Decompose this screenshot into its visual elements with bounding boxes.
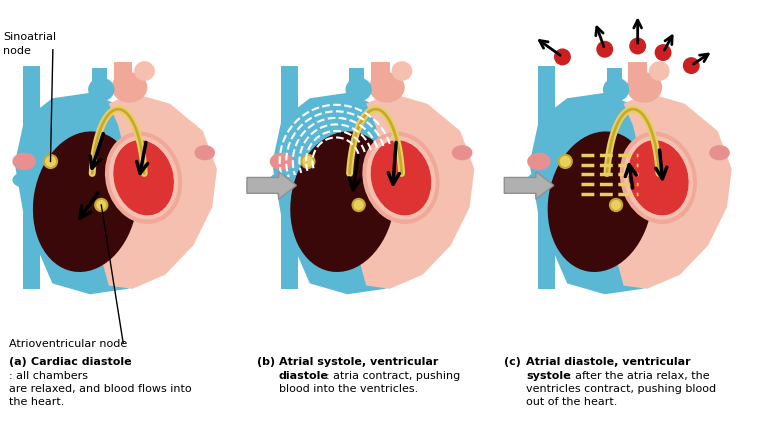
- Circle shape: [629, 37, 646, 54]
- Circle shape: [554, 49, 571, 66]
- FancyArrow shape: [607, 68, 621, 84]
- Circle shape: [596, 41, 613, 58]
- FancyArrow shape: [349, 68, 364, 84]
- Ellipse shape: [88, 78, 114, 102]
- Text: Atrial systole, ventricular: Atrial systole, ventricular: [279, 357, 438, 367]
- Circle shape: [558, 155, 572, 168]
- Text: out of the heart.: out of the heart.: [526, 397, 617, 407]
- FancyArrow shape: [628, 62, 647, 82]
- Text: the heart.: the heart.: [9, 397, 65, 407]
- FancyArrow shape: [23, 213, 40, 289]
- Ellipse shape: [111, 72, 147, 103]
- Text: blood into the ventricles.: blood into the ventricles.: [279, 384, 418, 394]
- Ellipse shape: [392, 61, 412, 81]
- Text: are relaxed, and blood flows into: are relaxed, and blood flows into: [9, 384, 192, 394]
- Ellipse shape: [270, 172, 293, 188]
- Circle shape: [95, 199, 108, 211]
- Ellipse shape: [270, 153, 293, 170]
- Ellipse shape: [603, 78, 629, 102]
- Ellipse shape: [369, 72, 405, 103]
- Text: Cardiac diastole: Cardiac diastole: [31, 357, 132, 367]
- Text: Sinoatrial: Sinoatrial: [3, 32, 57, 42]
- FancyArrow shape: [505, 172, 554, 199]
- Ellipse shape: [709, 145, 730, 160]
- Text: : all chambers: : all chambers: [9, 372, 88, 381]
- Text: node: node: [3, 46, 31, 56]
- FancyArrow shape: [247, 172, 296, 199]
- Ellipse shape: [108, 140, 175, 220]
- Circle shape: [44, 155, 57, 168]
- Text: Atrioventricular node: Atrioventricular node: [9, 339, 127, 349]
- Polygon shape: [272, 93, 442, 294]
- Ellipse shape: [366, 140, 432, 220]
- Circle shape: [353, 199, 365, 211]
- Text: diastole: diastole: [279, 372, 329, 381]
- Ellipse shape: [527, 172, 551, 188]
- FancyArrow shape: [538, 213, 555, 289]
- Text: (a): (a): [9, 357, 31, 367]
- Text: : after the atria relax, the: : after the atria relax, the: [568, 372, 710, 381]
- Circle shape: [301, 155, 314, 168]
- FancyArrow shape: [114, 62, 132, 82]
- Ellipse shape: [290, 132, 395, 272]
- Ellipse shape: [346, 78, 372, 102]
- FancyArrow shape: [280, 213, 297, 289]
- Ellipse shape: [452, 145, 472, 160]
- Ellipse shape: [623, 140, 690, 220]
- Circle shape: [654, 44, 671, 61]
- FancyArrow shape: [538, 66, 555, 125]
- FancyArrow shape: [92, 68, 107, 84]
- Polygon shape: [614, 93, 732, 289]
- Ellipse shape: [33, 132, 137, 272]
- Ellipse shape: [527, 153, 551, 170]
- Polygon shape: [99, 93, 217, 289]
- Text: (c): (c): [505, 357, 525, 367]
- Polygon shape: [357, 93, 475, 289]
- Ellipse shape: [12, 172, 36, 188]
- Ellipse shape: [548, 132, 653, 272]
- Ellipse shape: [134, 61, 155, 81]
- Text: : atria contract, pushing: : atria contract, pushing: [326, 372, 460, 381]
- FancyArrow shape: [23, 66, 40, 125]
- Ellipse shape: [194, 145, 215, 160]
- Ellipse shape: [649, 61, 670, 81]
- Circle shape: [610, 199, 622, 211]
- Text: systole: systole: [526, 372, 571, 381]
- FancyArrow shape: [371, 62, 389, 82]
- Ellipse shape: [627, 72, 662, 103]
- Text: ventricles contract, pushing blood: ventricles contract, pushing blood: [526, 384, 717, 394]
- FancyArrow shape: [280, 66, 297, 125]
- Text: Atrial diastole, ventricular: Atrial diastole, ventricular: [526, 357, 690, 367]
- Text: (b): (b): [257, 357, 279, 367]
- Circle shape: [683, 57, 700, 74]
- Polygon shape: [529, 93, 699, 294]
- Ellipse shape: [12, 153, 36, 170]
- Polygon shape: [15, 93, 184, 294]
